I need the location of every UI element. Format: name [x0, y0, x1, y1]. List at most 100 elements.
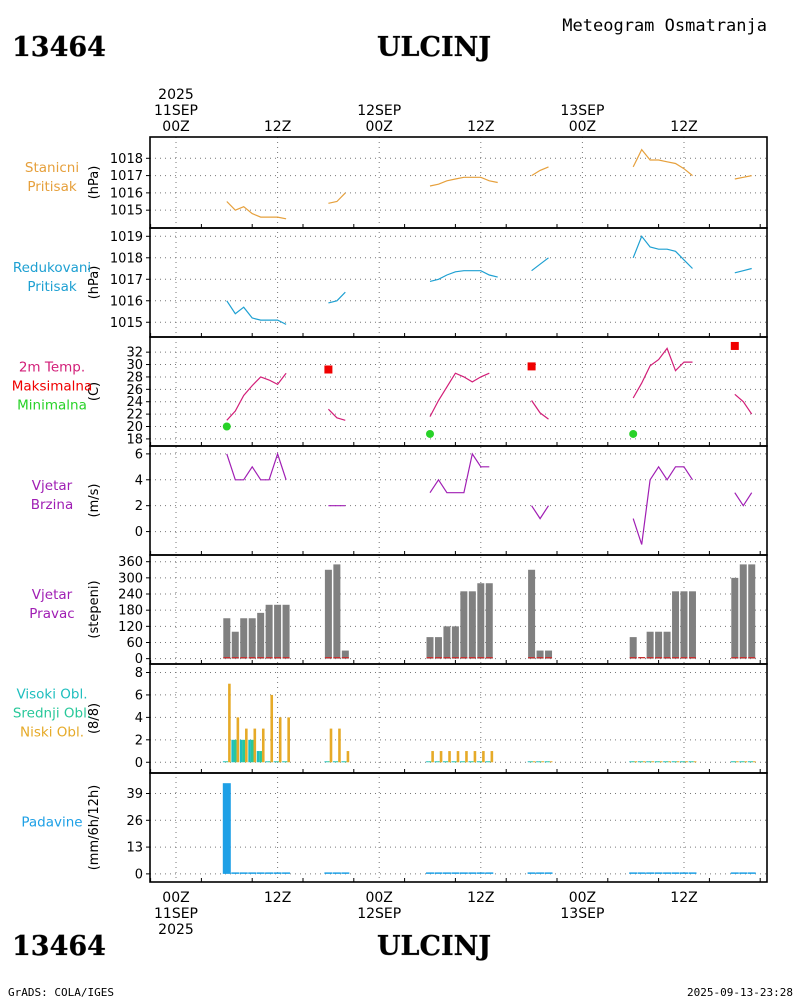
precip-bar	[434, 872, 443, 874]
y-tick-label: 30	[126, 358, 143, 373]
station-name-bottom: ULCINJ	[377, 931, 491, 962]
series-line	[429, 176, 498, 187]
cloud-bar	[431, 751, 434, 763]
cloud-bar	[739, 761, 742, 763]
time-label-top: 13SEP	[560, 103, 604, 119]
cloud-bar	[335, 761, 339, 763]
y-tick-label: 6	[135, 447, 143, 462]
cloud-bar	[346, 751, 350, 763]
series-line	[226, 300, 287, 325]
precip-bar	[629, 872, 638, 874]
y-tick-label: 28	[126, 370, 143, 385]
precip-bar	[468, 872, 477, 874]
time-label-top: 12Z	[264, 119, 291, 135]
cloud-bar	[245, 728, 248, 763]
series-line	[734, 393, 753, 415]
direction-bar	[629, 637, 637, 659]
time-label-top: 11SEP	[154, 103, 198, 119]
time-label-top: 2025	[158, 87, 194, 103]
time-label-top: 00Z	[162, 119, 189, 135]
cloud-bar	[233, 739, 237, 763]
precip-bar	[248, 872, 257, 874]
direction-bar	[434, 637, 442, 659]
time-label-bottom: 12Z	[467, 890, 494, 906]
series-line	[226, 201, 287, 220]
cloud-bar	[284, 761, 288, 763]
cloud-bar	[736, 761, 739, 763]
y-tick-label: 1017	[110, 169, 143, 184]
cloud-bar	[341, 761, 345, 763]
series-line	[632, 465, 694, 545]
y-tick-label: 1018	[110, 251, 143, 266]
y-tick-label: 1015	[110, 204, 143, 219]
cloud-bar	[456, 751, 460, 763]
time-label-bottom: 12Z	[670, 890, 697, 906]
precip-bar	[442, 872, 451, 874]
y-tick-label: 120	[118, 620, 143, 635]
cloud-bar	[753, 761, 756, 763]
cloud-bar	[487, 761, 491, 763]
cloud-bar	[544, 761, 548, 763]
time-label-bottom: 12SEP	[357, 906, 401, 922]
cloud-bar	[634, 761, 638, 763]
cloud-bar	[530, 761, 533, 763]
panel-label: Vjetar	[32, 587, 73, 603]
panel-label: Brzina	[31, 497, 73, 513]
direction-bar	[688, 591, 696, 659]
time-label-top: 12Z	[467, 119, 494, 135]
panel-frame	[149, 772, 768, 883]
direction-bar	[223, 618, 231, 659]
cloud-bar	[426, 761, 429, 763]
direction-bar	[536, 650, 544, 659]
y-tick-label: 26	[126, 383, 143, 398]
y-tick-label: 4	[135, 711, 143, 726]
y-tick-label: 20	[126, 420, 143, 435]
cloud-bar	[267, 761, 271, 763]
direction-bar	[460, 591, 468, 659]
y-axis-label: (hPa)	[87, 166, 102, 200]
precip-bar	[239, 872, 248, 874]
panel-label: Padavine	[21, 815, 82, 831]
direction-bar	[748, 564, 756, 659]
series-line	[429, 372, 490, 417]
time-label-top: 12SEP	[357, 103, 401, 119]
precip-bar	[222, 783, 231, 874]
y-tick-label: 1015	[110, 316, 143, 331]
y-tick-label: 300	[118, 571, 143, 586]
direction-bar	[426, 637, 434, 659]
cloud-bar	[693, 761, 697, 763]
y-tick-label: 2	[135, 733, 143, 748]
tmin-marker	[222, 422, 231, 431]
cloud-bar	[225, 761, 229, 763]
y-tick-label: 8	[135, 666, 143, 681]
y-tick-label: 2	[135, 499, 143, 514]
series-line	[632, 148, 693, 177]
station-id-bottom: 13464	[12, 931, 106, 962]
y-tick-label: 0	[135, 867, 143, 882]
y-axis-label: (m/s)	[87, 484, 102, 518]
cloud-bar	[324, 761, 328, 763]
precip-bar	[282, 872, 291, 874]
cloud-bar	[282, 761, 285, 763]
cloud-bar	[646, 761, 649, 763]
series-line	[429, 270, 498, 282]
cloud-bar	[676, 761, 680, 763]
y-tick-label: 39	[126, 787, 143, 802]
y-tick-label: 6	[135, 688, 143, 703]
cloud-bar	[476, 761, 480, 763]
cloud-bar	[547, 761, 550, 763]
cloud-bar	[536, 761, 539, 763]
precip-bar	[485, 872, 494, 874]
cloud-bar	[659, 761, 663, 763]
y-tick-label: 360	[118, 555, 143, 570]
direction-bar	[731, 577, 739, 659]
cloud-bar	[663, 761, 666, 763]
precip-bar	[426, 872, 434, 874]
time-label-top: 12Z	[670, 119, 697, 135]
cloud-bar	[222, 761, 226, 763]
panel-precipitation: 0 13 26 39 (mm/6h/12h) Padavine	[21, 772, 768, 883]
y-tick-label: 240	[118, 588, 143, 603]
cloud-bar	[674, 761, 677, 763]
cloud-bar	[259, 751, 262, 763]
